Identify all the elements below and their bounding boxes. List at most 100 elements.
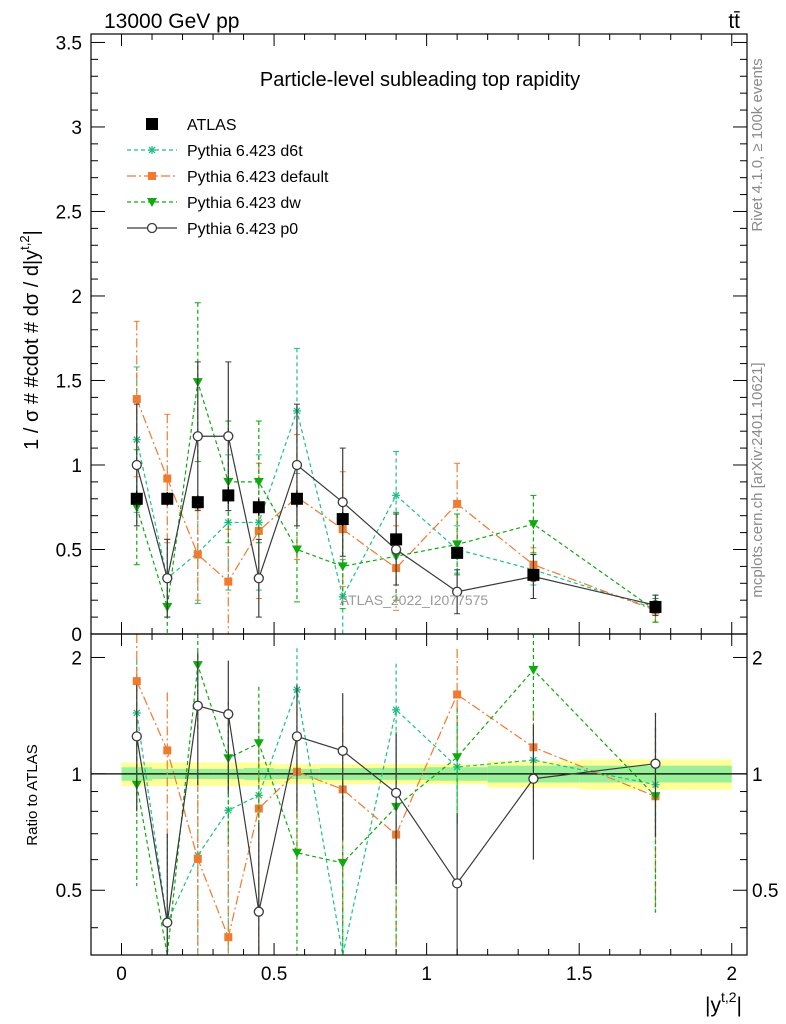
- ratio-point-p0: [528, 773, 539, 784]
- series-point-dw: [291, 545, 302, 555]
- x-axis-label-sup: t,2: [721, 989, 737, 1005]
- y-axis-label-main: 1 / σ # #cdot # dσ / d|y: [21, 250, 43, 450]
- y-axis-label: 1 / σ # #cdot # dσ / d|yt,2|: [17, 230, 43, 450]
- y-tick-label: 0: [71, 625, 82, 646]
- series-point-default: [224, 577, 233, 586]
- legend-label-atlas: ATLAS: [187, 117, 237, 134]
- ratio-point-dw: [528, 665, 539, 675]
- legend-marker-atlas: [146, 118, 158, 130]
- x-tick-label: 0.5: [261, 964, 287, 985]
- series-point-default: [163, 474, 172, 483]
- data-point: [451, 546, 464, 559]
- data-point: [649, 600, 662, 613]
- y-tick-label: 3: [71, 118, 82, 139]
- ratio-point-dw: [452, 753, 463, 763]
- y-axis-label-end: |: [21, 230, 43, 235]
- data-point: [336, 513, 349, 526]
- ratio-point-p0: [223, 709, 234, 720]
- series-point-d6t: [392, 491, 401, 500]
- y-tick-label: 1.5: [56, 371, 82, 392]
- ratio-point-default: [224, 933, 233, 942]
- legend-marker-d6t: [148, 146, 156, 154]
- data-point: [290, 492, 303, 505]
- process-label: tt̄: [728, 10, 740, 33]
- ratio-point-dw: [337, 858, 348, 868]
- x-axis-label: |yt,2|: [705, 989, 742, 1017]
- ratio-point-default: [132, 677, 141, 686]
- ratio-tick-label-right: 0.5: [752, 881, 778, 902]
- y-tick-label: 1: [71, 456, 82, 477]
- x-axis-label-end: |: [737, 994, 742, 1017]
- series-point-p0: [162, 573, 173, 584]
- side-label-rivet: Rivet 4.1.0, ≥ 100k events: [749, 58, 766, 231]
- data-point: [252, 501, 265, 514]
- data-point: [130, 492, 143, 505]
- ratio-point-p0: [291, 731, 303, 742]
- series-point-p0: [253, 573, 264, 584]
- ratio-tick-label-right: 1: [752, 765, 763, 786]
- x-axis-label-base: |y: [705, 994, 721, 1017]
- legend-label-d6t: Pythia 6.423 d6t: [187, 143, 303, 160]
- series-point-dw: [253, 477, 264, 487]
- series-point-dw: [337, 562, 348, 572]
- ratio-tick-label-left: 2: [71, 648, 82, 669]
- y-axis-label-sup: t,2: [17, 235, 32, 249]
- legend-label-default: Pythia 6.423 default: [187, 169, 329, 186]
- series-point-p0: [223, 431, 234, 442]
- series-point-dw: [528, 520, 539, 530]
- legend-label-p0: Pythia 6.423 p0: [187, 221, 298, 238]
- series-point-p0: [131, 459, 142, 471]
- data-point: [222, 489, 235, 502]
- data-point: [390, 533, 403, 546]
- series-point-p0: [291, 459, 303, 471]
- ratio-point-p0: [131, 731, 142, 742]
- ratio-point-d6t: [392, 705, 401, 714]
- legend-marker-p0: [146, 222, 158, 234]
- ratio-tick-label-right: 2: [752, 648, 763, 669]
- ratio-point-default: [163, 746, 172, 755]
- legend-marker-dw: [147, 198, 157, 207]
- ratio-line-dw: [136, 664, 656, 956]
- data-point: [161, 492, 174, 505]
- series-point-p0: [337, 497, 348, 508]
- series-line-default: [136, 398, 656, 611]
- ratio-point-p0: [337, 745, 348, 756]
- ratio-point-p0: [451, 878, 463, 889]
- series-point-default: [453, 499, 462, 508]
- y-tick-label: 2: [71, 287, 82, 308]
- ratio-tick-label-left: 1: [71, 765, 82, 786]
- ratio-point-default: [193, 854, 202, 863]
- series-point-dw: [452, 540, 463, 550]
- side-label-site: mcplots.cern.ch [arXiv:2401.10621]: [749, 362, 766, 597]
- legend-label-dw: Pythia 6.423 dw: [187, 195, 301, 212]
- y-tick-label: 3.5: [56, 33, 82, 54]
- data-point: [527, 568, 540, 581]
- ratio-point-dw: [291, 848, 302, 858]
- y-tick-label: 0.5: [56, 540, 82, 561]
- x-tick-label: 0: [116, 964, 127, 985]
- data-point: [191, 496, 204, 509]
- y-tick-label: 2.5: [56, 202, 82, 223]
- ratio-plot-frame: [90, 633, 748, 956]
- chart-title: Particle-level subleading top rapidity: [260, 69, 580, 91]
- series-point-p0: [192, 431, 203, 442]
- ratio-line-default: [136, 680, 656, 940]
- legend: ATLAS Pythia 6.423 d6t Pythia 6.423 defaul…: [127, 117, 329, 238]
- analysis-label: ATLAS_2022_I2077575: [340, 592, 489, 608]
- ratio-point-dw: [253, 739, 264, 749]
- ratio-tick-label-left: 0.5: [56, 881, 82, 902]
- beam-label: 13000 GeV pp: [104, 10, 239, 33]
- series-point-p0: [390, 544, 402, 555]
- series-point-p0: [451, 586, 463, 597]
- ratio-point-p0: [192, 700, 203, 711]
- ratio-point-p0: [650, 758, 661, 769]
- ratio-axis-label: Ratio to ATLAS: [24, 744, 41, 845]
- ratio-point-p0: [253, 906, 264, 917]
- ratio-point-p0: [390, 787, 402, 799]
- series-line-dw: [136, 381, 656, 611]
- ratio-point-default: [453, 690, 462, 699]
- x-tick-label: 2: [726, 964, 737, 985]
- ratio-point-p0: [162, 917, 173, 928]
- series-point-default: [254, 526, 263, 535]
